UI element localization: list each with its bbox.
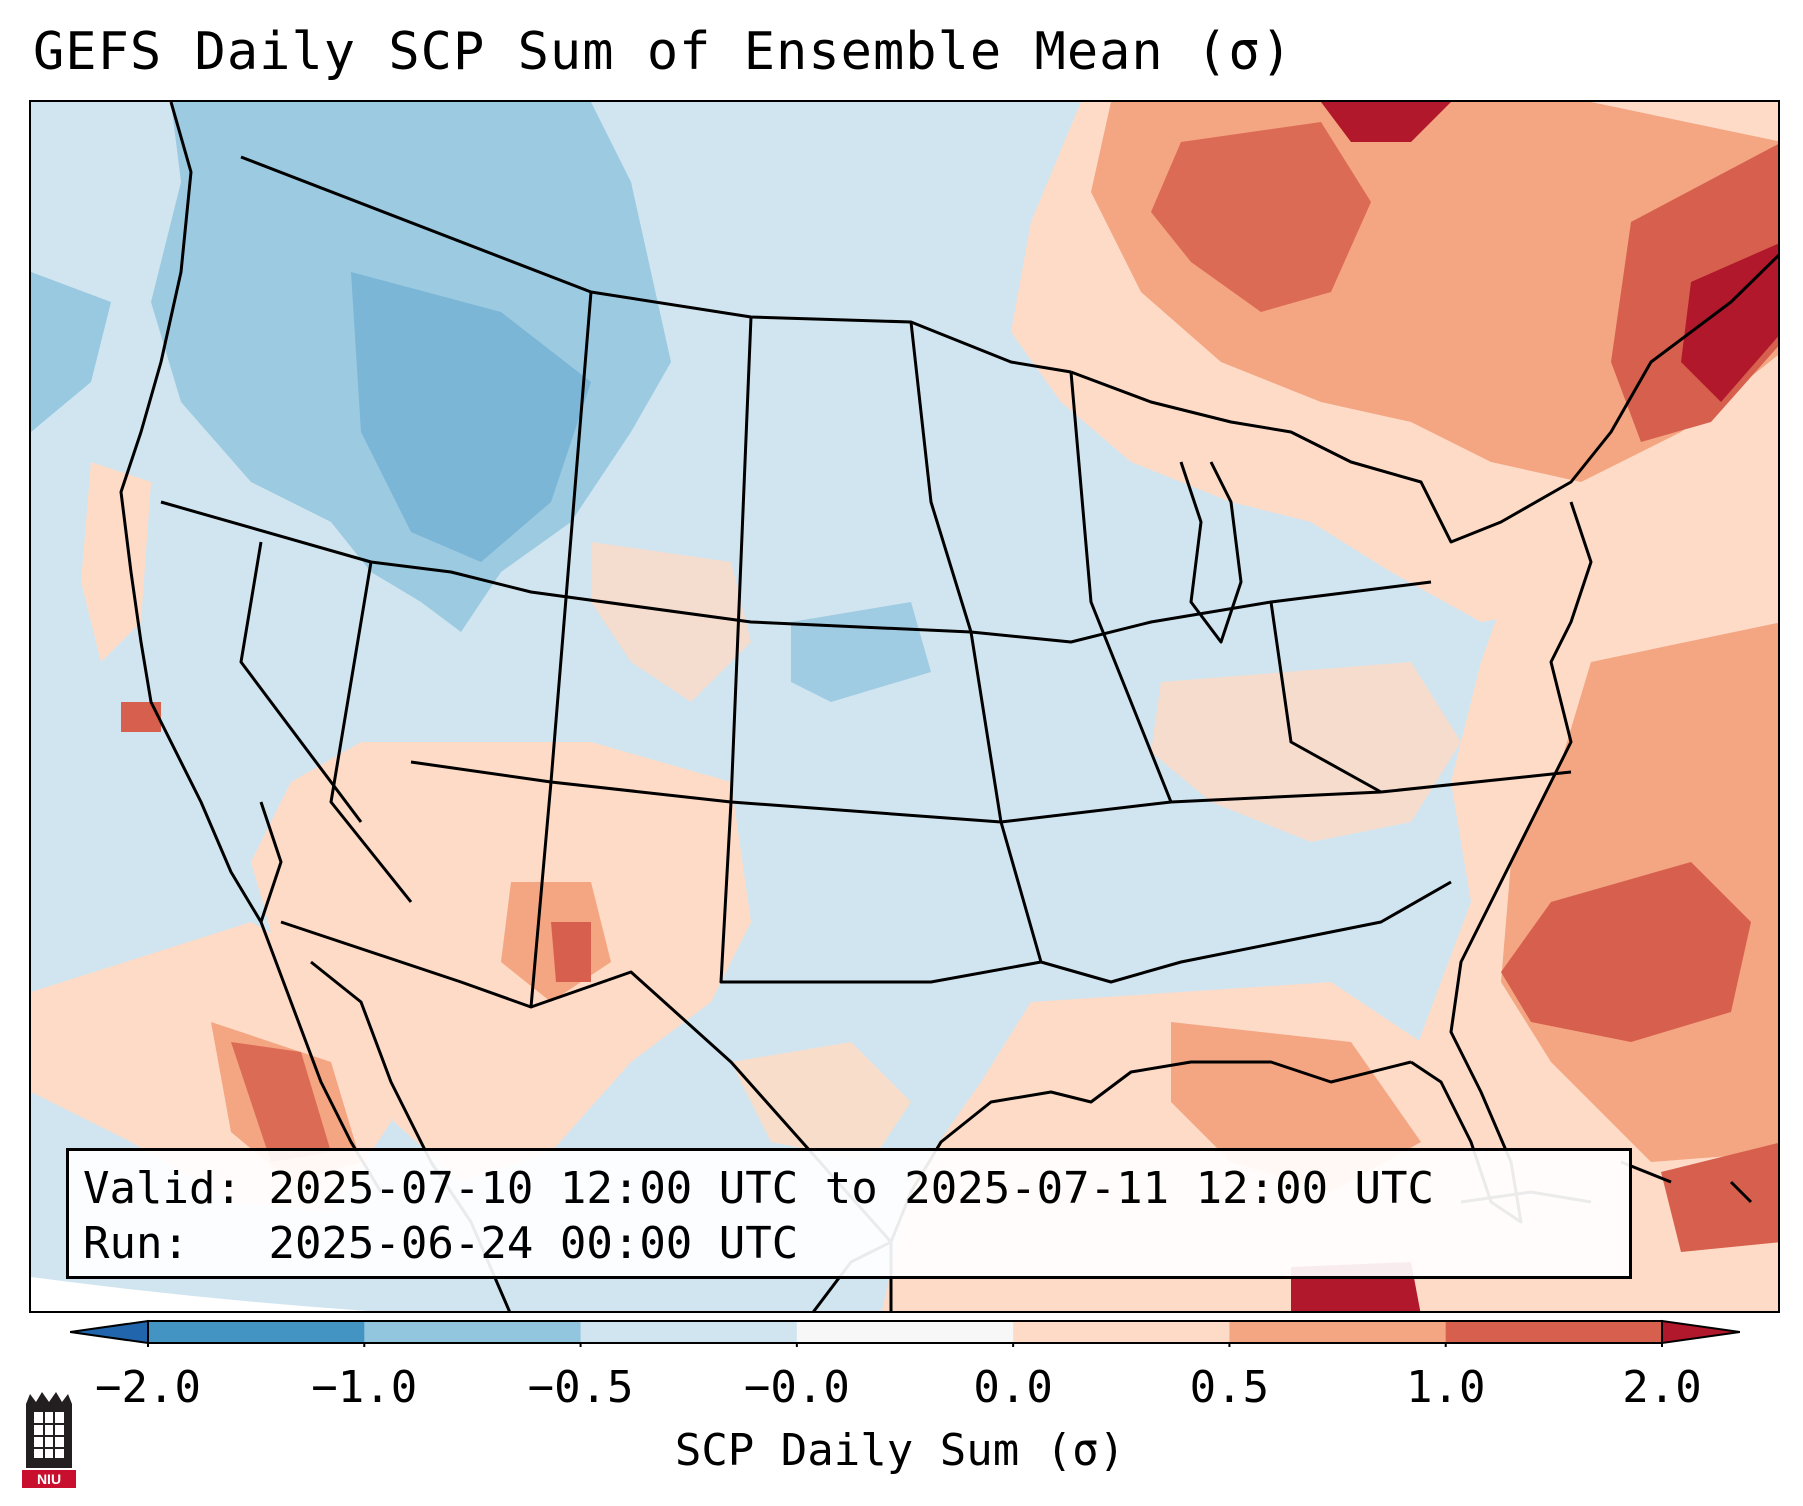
valid-value: 2025-07-10 12:00 UTC to 2025-07-11 12:00… <box>268 1163 1435 1214</box>
colorbar-extend-low <box>70 1319 149 1345</box>
logo-text: NIU <box>37 1471 61 1487</box>
colorbar-tick-label: 0.0 <box>973 1362 1053 1413</box>
colorbar-segment <box>796 1321 1014 1343</box>
lake-michigan <box>1179 461 1243 644</box>
anomaly-red-greatlakes <box>1151 122 1371 312</box>
valid-label: Valid: <box>83 1163 242 1214</box>
anomaly-pink-texasgulf <box>731 1042 911 1162</box>
state-lines-west <box>160 500 1432 644</box>
colorbar-tick-label: −0.5 <box>527 1362 634 1413</box>
anomaly-darkred-maine <box>1681 243 1778 402</box>
valid-run-info-box: Valid: 2025-07-10 12:00 UTC to 2025-07-1… <box>66 1148 1632 1279</box>
state-lines-vertical <box>329 291 1382 963</box>
niu-logo: NIU <box>22 1392 76 1488</box>
anomaly-blue-nebraska <box>791 602 931 702</box>
great-basin-line <box>239 541 363 823</box>
anomaly-salmon-california <box>121 702 161 732</box>
anomaly-darkred-north <box>1321 102 1451 142</box>
anomaly-pink-westcoast <box>81 462 151 662</box>
colorbar-label: SCP Daily Sum (σ) <box>674 1425 1126 1476</box>
anomaly-red-caribbean <box>1661 1142 1778 1252</box>
colorbar-segment <box>1445 1321 1663 1343</box>
anomaly-red-atlantic <box>1501 862 1751 1042</box>
colorbar-tick-label: 2.0 <box>1622 1362 1702 1413</box>
run-value: 2025-06-24 00:00 UTC <box>268 1218 799 1269</box>
state-lines-south <box>529 781 1452 1008</box>
greatlakes-shore <box>1070 253 1778 544</box>
colorbar <box>70 1319 1740 1347</box>
map-panel <box>29 100 1780 1313</box>
colorbar-tick-label: 1.0 <box>1405 1362 1486 1413</box>
colorbar-segment <box>148 1321 365 1343</box>
anomaly-pink-colorado <box>591 542 751 702</box>
anomaly-blue-pacific <box>31 272 111 432</box>
colorbar-tick-label: 0.5 <box>1189 1362 1270 1413</box>
anomaly-blue-northwest <box>151 102 671 632</box>
colorbar-segment <box>364 1321 582 1343</box>
colorbar-tick-label: −1.0 <box>311 1362 418 1413</box>
anomaly-field <box>31 102 1778 1311</box>
colorbar-tick-label: −0.0 <box>743 1362 850 1413</box>
run-label: Run: <box>83 1218 189 1269</box>
anomaly-red-newmexico <box>551 922 591 982</box>
anomaly-blue-idaho <box>351 272 591 562</box>
colorbar-segment <box>1229 1321 1447 1343</box>
colorbar-extend-high <box>1661 1319 1740 1345</box>
coastline-west <box>119 102 283 924</box>
colorbar-segment <box>1013 1321 1230 1343</box>
canada-border <box>240 155 1072 374</box>
colorbar-outline <box>147 1320 1663 1344</box>
colorbar-tick-label: −2.0 <box>95 1362 201 1413</box>
map-svg <box>31 102 1778 1311</box>
chart-title: GEFS Daily SCP Sum of Ensemble Mean (σ) <box>33 22 1293 82</box>
colorbar-segment <box>580 1321 798 1343</box>
anomaly-red-baja <box>231 1042 331 1162</box>
